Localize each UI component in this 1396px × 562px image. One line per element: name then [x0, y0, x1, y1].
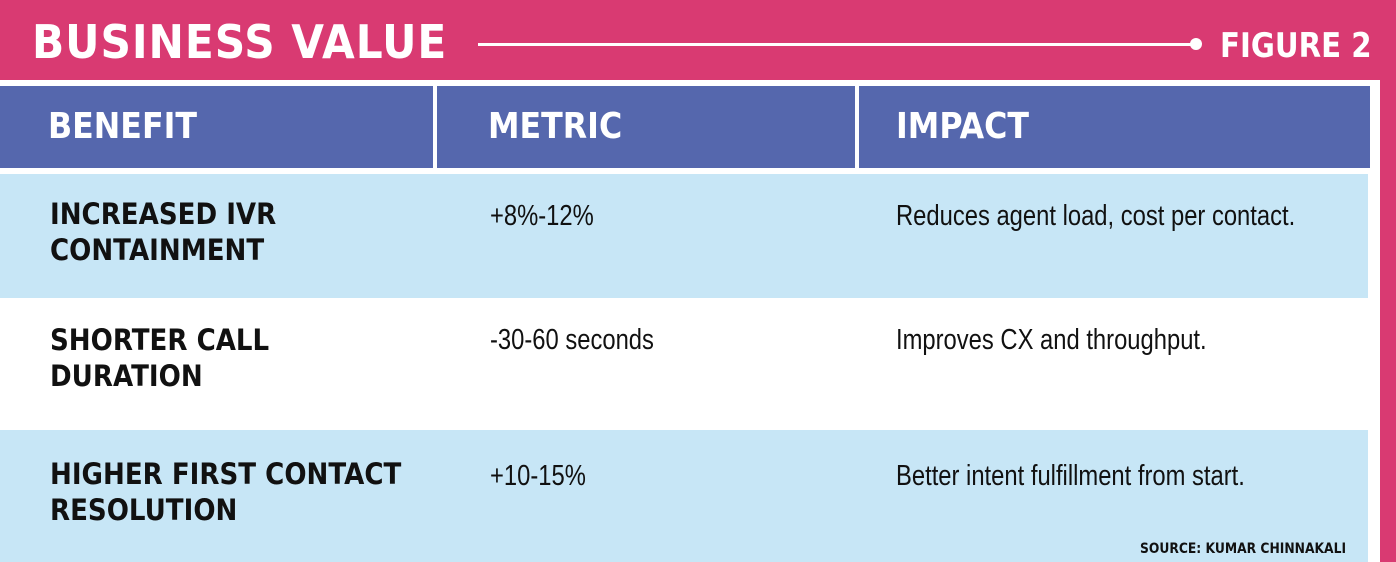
impact-cell: Better intent fulfillment from start. — [896, 460, 1245, 492]
benefit-cell: INCREASED IVR CONTAINMENT — [50, 197, 277, 267]
column-header-metric: METRIC — [488, 106, 623, 147]
source-credit: SOURCE: KUMAR CHINNAKALI — [1140, 541, 1347, 557]
header-divider — [433, 86, 437, 168]
metric-cell: +8%-12% — [490, 200, 594, 232]
column-header-benefit: BENEFIT — [48, 106, 197, 147]
benefit-cell: SHORTER CALL DURATION — [50, 323, 270, 393]
figure-label: FIGURE 2 — [1220, 26, 1372, 66]
benefit-cell: HIGHER FIRST CONTACT RESOLUTION — [50, 457, 402, 527]
header-divider — [855, 86, 859, 168]
table-header — [0, 86, 1370, 168]
impact-cell: Improves CX and throughput. — [896, 324, 1207, 356]
header-rule — [478, 43, 1196, 46]
header-rule-dot — [1190, 38, 1202, 50]
metric-cell: -30-60 seconds — [490, 324, 654, 356]
page-title: BUSINESS VALUE — [32, 15, 448, 69]
metric-cell: +10-15% — [490, 460, 586, 492]
table-row: HIGHER FIRST CONTACT RESOLUTION +10-15% … — [0, 430, 1368, 562]
table-row: SHORTER CALL DURATION -30-60 seconds Imp… — [0, 298, 1368, 430]
impact-cell: Reduces agent load, cost per contact. — [896, 200, 1296, 232]
column-header-impact: IMPACT — [896, 106, 1030, 147]
table-row: INCREASED IVR CONTAINMENT +8%-12% Reduce… — [0, 174, 1368, 298]
header-band — [0, 0, 1396, 82]
